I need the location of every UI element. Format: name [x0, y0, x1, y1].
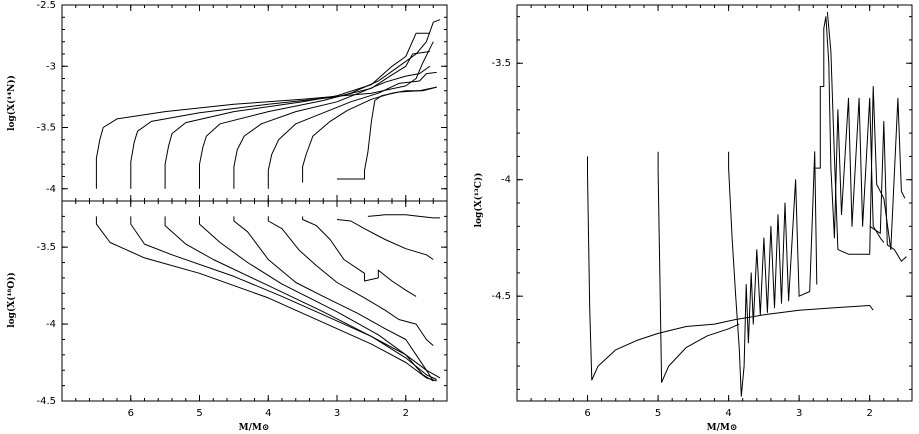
series-line-r-2 — [728, 151, 818, 397]
series-line-tl-1 — [130, 51, 430, 189]
xtick-label-r-4: 2 — [866, 408, 872, 419]
xtick-label-r-3: 3 — [796, 408, 802, 419]
xtick-label-bl-3: 3 — [334, 408, 340, 419]
series-line-bl-7 — [336, 219, 434, 260]
xtick-label-bl-2: 4 — [265, 408, 271, 419]
series-line-r-0 — [587, 156, 874, 381]
panel-top-left-ylabel: log(X(¹⁴N)) — [6, 75, 17, 131]
ytick-label-r-0: -3.5 — [491, 58, 511, 69]
panel-bottom-left-xlabel: M/M⊙ — [239, 423, 270, 433]
ytick-label-bl-0: -3.5 — [36, 242, 56, 253]
panel-bottom-left-ticks: -3.5 -4 -4.5 6 5 4 3 2 — [36, 200, 447, 419]
ytick-label-tl-0: -2.5 — [36, 0, 56, 11]
series-line-r-5 — [869, 121, 907, 262]
panel-top-left-ticks: -2.5 -3 -3.5 -4 — [36, 0, 447, 202]
series-line-bl-8 — [367, 214, 441, 219]
series-line-r-4 — [826, 11, 906, 255]
series-line-r-3 — [813, 16, 885, 243]
series-line-r-1 — [657, 151, 740, 383]
series-line-tl-0 — [95, 41, 434, 189]
ytick-label-bl-2: -4.5 — [36, 396, 56, 407]
panel-top-left-curves — [95, 19, 441, 189]
ytick-label-bl-1: -4 — [46, 319, 56, 330]
series-line-tl-5 — [267, 71, 437, 189]
series-line-tl-7 — [337, 86, 437, 180]
series-line-tl-2 — [164, 32, 430, 189]
xtick-label-r-2: 4 — [725, 408, 731, 419]
ytick-label-tl-1: -3 — [46, 61, 56, 72]
xtick-label-r-0: 6 — [584, 408, 590, 419]
ytick-label-tl-3: -4 — [46, 184, 56, 195]
xtick-label-r-1: 5 — [655, 408, 661, 419]
panel-bottom-left-curves — [95, 214, 441, 382]
series-line-bl-4 — [233, 216, 434, 382]
xtick-label-bl-1: 5 — [196, 408, 202, 419]
panel-right: -3.5 -4 -4.5 6 5 4 3 2 log(X(¹³C)) M/M⊙ — [473, 4, 913, 433]
series-line-bl-2 — [164, 216, 437, 380]
series-line-tl-4 — [233, 65, 431, 189]
ytick-label-r-2: -4.5 — [491, 291, 511, 302]
series-line-bl-1 — [130, 216, 441, 379]
panel-bottom-left-ylabel: log(X(¹⁸O)) — [6, 272, 17, 327]
series-line-tl-3 — [199, 19, 441, 189]
series-line-bl-0 — [95, 216, 437, 382]
xtick-label-bl-0: 6 — [128, 408, 134, 419]
panel-right-curves — [587, 11, 907, 397]
panel-bottom-left-frame — [61, 200, 448, 402]
panel-right-xlabel: M/M⊙ — [707, 423, 738, 433]
panel-bottom-left: -3.5 -4 -4.5 6 5 4 3 2 log(X(¹⁸O)) M/M⊙ — [6, 200, 448, 433]
ytick-label-r-1: -4 — [501, 175, 511, 186]
xtick-label-bl-4: 2 — [403, 408, 409, 419]
series-line-bl-6 — [302, 216, 417, 297]
panel-right-ylabel: log(X(¹³C)) — [473, 173, 484, 228]
series-line-bl-3 — [199, 216, 434, 382]
panel-right-frame — [516, 4, 913, 402]
panel-top-left: -2.5 -3 -3.5 -4 log(X(¹⁴N)) — [6, 0, 448, 202]
ytick-label-tl-2: -3.5 — [36, 123, 56, 134]
panel-right-ticks: -3.5 -4 -4.5 6 5 4 3 2 — [491, 5, 912, 419]
series-line-bl-5 — [267, 216, 434, 346]
